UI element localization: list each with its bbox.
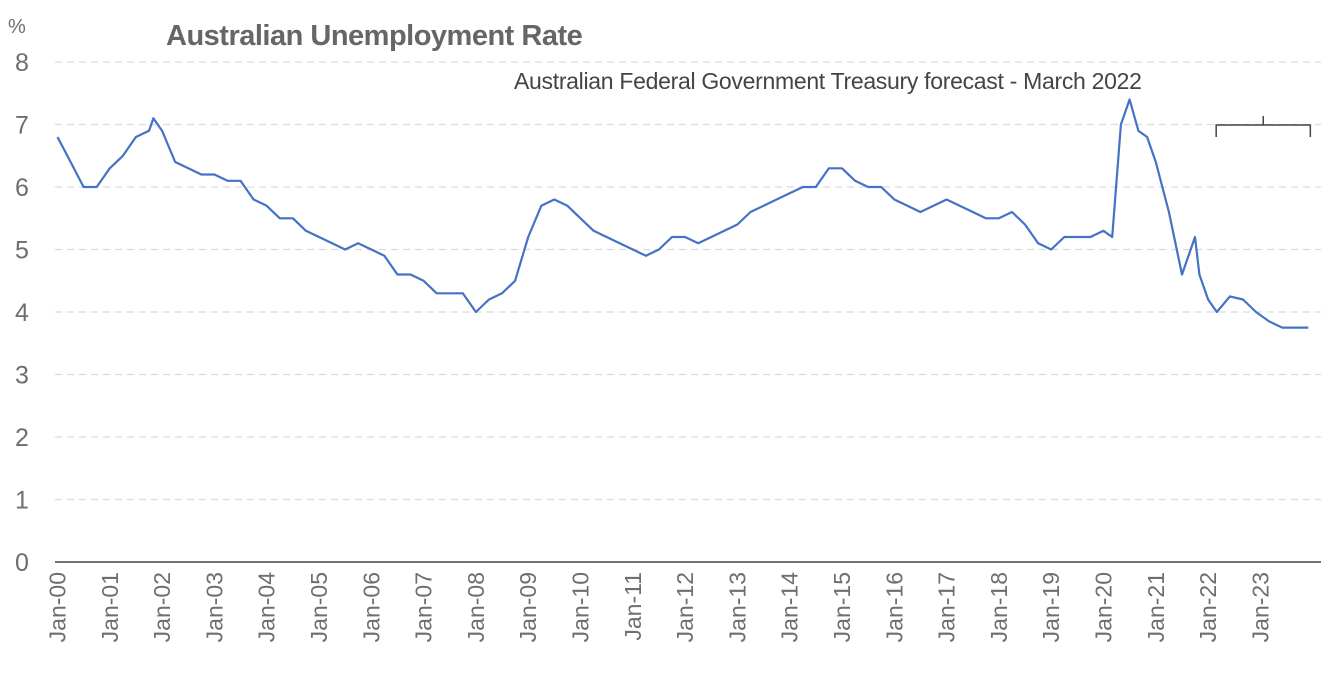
x-tick-label: Jan-03 bbox=[201, 572, 227, 642]
x-tick-label: Jan-20 bbox=[1091, 572, 1117, 642]
series-line-unemployment-rate bbox=[56, 98, 1309, 329]
y-tick-label: 7 bbox=[15, 112, 29, 140]
x-tick-label: Jan-01 bbox=[97, 572, 123, 642]
y-tick-label: 4 bbox=[15, 299, 29, 327]
chart-title: Australian Unemployment Rate bbox=[166, 20, 583, 52]
x-tick-label: Jan-02 bbox=[149, 572, 175, 642]
x-tick-label: Jan-00 bbox=[45, 572, 71, 642]
x-tick-label: Jan-13 bbox=[724, 572, 750, 642]
x-tick-label: Jan-10 bbox=[568, 572, 594, 642]
x-tick-label: Jan-05 bbox=[306, 572, 332, 642]
x-tick-label: Jan-07 bbox=[411, 572, 437, 642]
y-tick-label: 3 bbox=[15, 362, 29, 390]
x-tick-label: Jan-06 bbox=[358, 572, 384, 642]
forecast-bracket bbox=[1215, 116, 1312, 137]
x-tick-label: Jan-08 bbox=[463, 572, 489, 642]
x-tick-label: Jan-19 bbox=[1038, 572, 1064, 642]
x-tick-label: Jan-15 bbox=[829, 572, 855, 642]
x-tick-label: Jan-22 bbox=[1195, 572, 1221, 642]
x-tick-label: Jan-14 bbox=[777, 572, 803, 643]
x-tick-label: Jan-16 bbox=[881, 572, 907, 642]
y-tick-label: 1 bbox=[15, 487, 29, 515]
x-tick-label: Jan-12 bbox=[672, 572, 698, 642]
y-tick-label: 6 bbox=[15, 174, 29, 202]
y-tick-label: 8 bbox=[15, 49, 29, 77]
x-tick-label: Jan-04 bbox=[254, 572, 280, 643]
forecast-annotation: Australian Federal Government Treasury f… bbox=[514, 68, 1142, 94]
x-tick-label: Jan-18 bbox=[986, 572, 1012, 642]
y-tick-label: 5 bbox=[15, 237, 29, 265]
y-tick-label: 0 bbox=[15, 549, 29, 577]
x-tick-label: Jan-11 bbox=[620, 572, 646, 641]
y-axis-unit: % bbox=[8, 16, 26, 38]
x-tick-label: Jan-17 bbox=[934, 572, 960, 642]
x-tick-label: Jan-09 bbox=[515, 572, 541, 642]
x-tick-label: Jan-23 bbox=[1247, 572, 1273, 642]
y-tick-label: 2 bbox=[15, 424, 29, 452]
x-tick-label: Jan-21 bbox=[1143, 572, 1169, 642]
